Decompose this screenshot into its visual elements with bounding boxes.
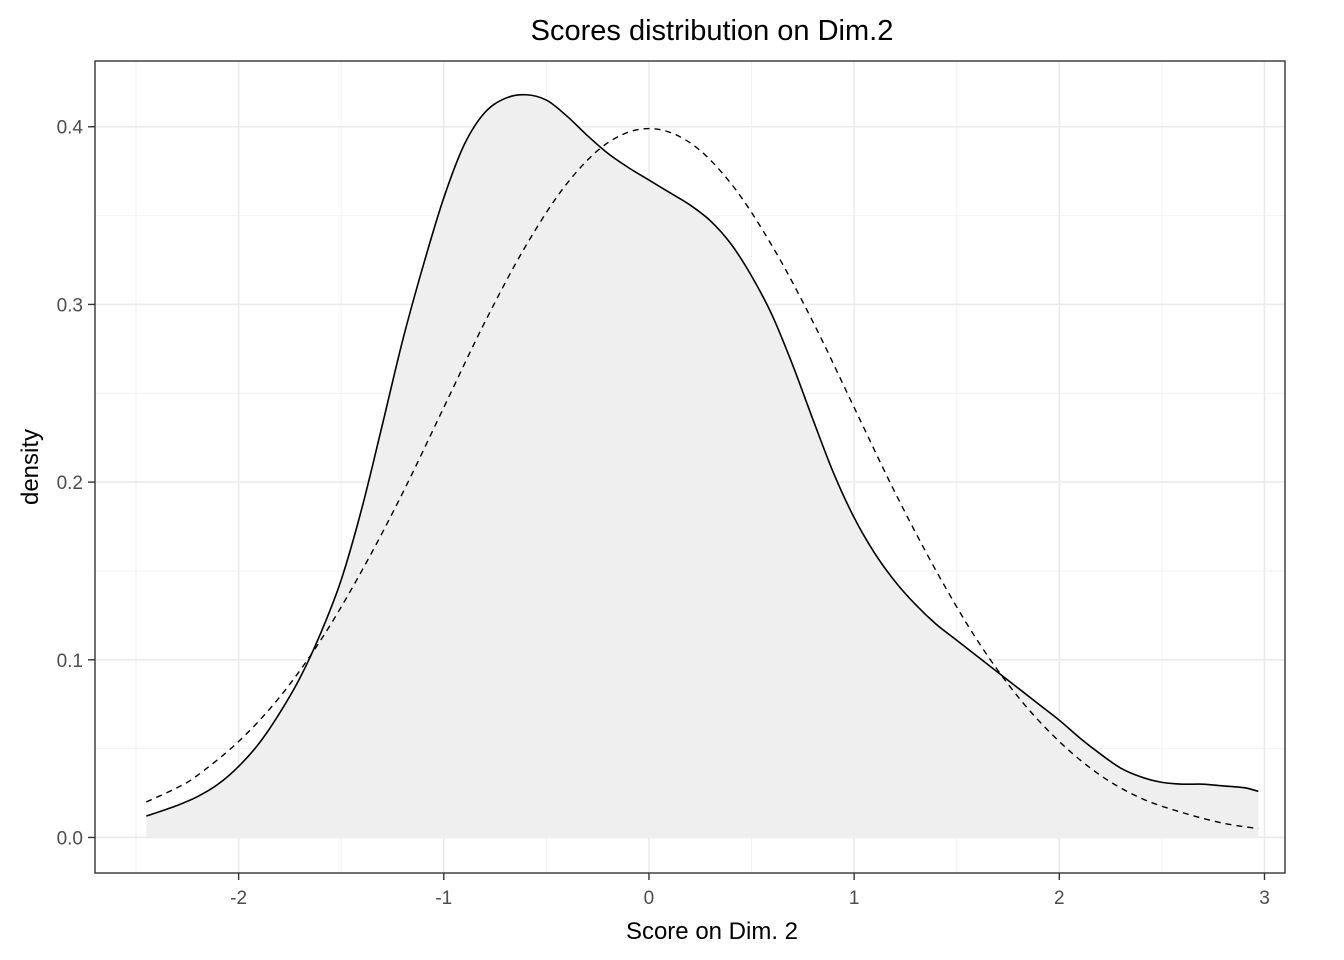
x-tick-label: 0 bbox=[644, 888, 655, 909]
plot-border bbox=[94, 60, 1286, 874]
y-axis-title: density bbox=[17, 429, 44, 505]
plot-panel bbox=[94, 60, 1286, 874]
y-tick-label: 0.4 bbox=[57, 118, 84, 139]
y-tick-label: 0.1 bbox=[57, 651, 83, 672]
y-tick-label: 0.0 bbox=[57, 828, 83, 849]
x-axis: -2 -1 0 1 2 3 bbox=[230, 873, 1270, 909]
chart-title: Scores distribution on Dim.2 bbox=[531, 15, 894, 47]
normal-density-dashed-line bbox=[145, 127, 1259, 830]
y-axis: 0.0 0.1 0.2 0.3 0.4 bbox=[57, 118, 95, 849]
y-tick-label: 0.2 bbox=[57, 473, 83, 494]
kernel-density-line bbox=[146, 93, 1259, 817]
y-tick-label: 0.3 bbox=[57, 295, 83, 316]
x-tick-label: -2 bbox=[230, 888, 247, 909]
x-tick-label: 3 bbox=[1259, 888, 1270, 909]
density-area-fill bbox=[146, 94, 1259, 838]
x-axis-title: Score on Dim. 2 bbox=[626, 918, 798, 945]
x-tick-label: 2 bbox=[1054, 888, 1065, 909]
x-tick-label: -1 bbox=[435, 888, 452, 909]
x-tick-label: 1 bbox=[849, 888, 860, 909]
